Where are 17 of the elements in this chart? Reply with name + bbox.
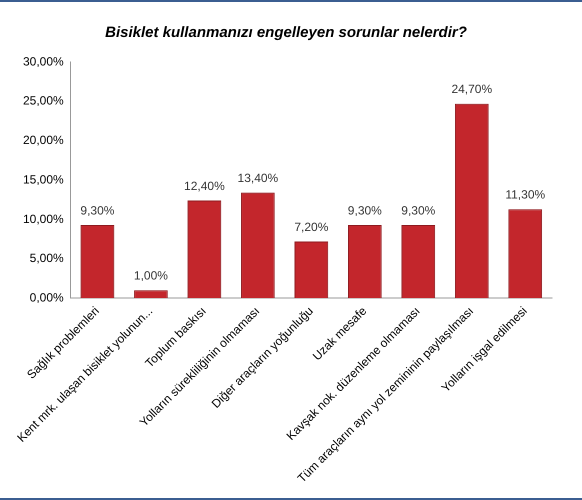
data-label: 13,40% [238, 170, 279, 185]
y-tick-label: 30,00% [22, 54, 64, 68]
data-label: 9,30% [348, 203, 382, 218]
chart-title: Bisiklet kullanmanızı engelleyen sorunlar nelerdir? [105, 24, 467, 42]
y-tick-label: 15,00% [22, 172, 64, 186]
data-label: 7,20% [294, 220, 329, 234]
data-label: 24,70% [451, 82, 492, 96]
data-label: 12,40% [184, 178, 226, 193]
y-tick-label: 5,00% [30, 251, 64, 266]
data-label: 9,30% [80, 203, 115, 218]
y-tick-label: 20,00% [22, 133, 64, 148]
data-label: 1,00% [134, 268, 168, 283]
y-tick-label: 10,00% [22, 212, 64, 226]
data-label: 9,30% [401, 203, 436, 218]
y-tick-label: 25,00% [22, 94, 64, 108]
y-tick-label: 0,00% [30, 290, 64, 304]
data-label: 11,30% [505, 188, 546, 202]
